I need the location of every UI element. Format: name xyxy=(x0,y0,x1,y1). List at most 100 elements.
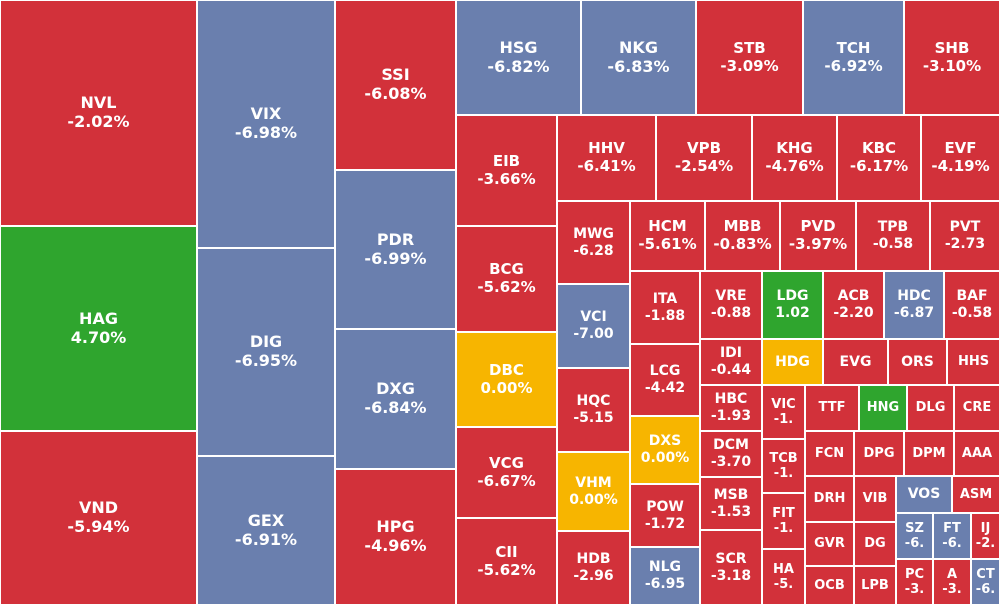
tile-cre[interactable]: CRE xyxy=(954,385,1000,431)
tile-ij[interactable]: IJ -2. xyxy=(971,513,1000,559)
tile-vix[interactable]: VIX -6.98% xyxy=(197,0,335,248)
tile-change: -6. xyxy=(904,536,925,551)
tile-dig[interactable]: DIG -6.95% xyxy=(197,248,335,456)
tile-ssi[interactable]: SSI -6.08% xyxy=(335,0,456,170)
tile-hdg[interactable]: HDG xyxy=(762,339,823,385)
tile-baf[interactable]: BAF -0.58 xyxy=(944,271,1000,339)
tile-pvd[interactable]: PVD -3.97% xyxy=(780,201,856,271)
tile-ita[interactable]: ITA -1.88 xyxy=(630,271,700,344)
tile-fcn[interactable]: FCN xyxy=(805,431,854,476)
tile-ft[interactable]: FT -6. xyxy=(933,513,971,559)
tile-symbol: DXS xyxy=(648,433,682,450)
tile-evf[interactable]: EVF -4.19% xyxy=(921,115,1000,201)
tile-nkg[interactable]: NKG -6.83% xyxy=(581,0,696,115)
tile-symbol: VOS xyxy=(907,486,941,503)
tile-lpb[interactable]: LPB xyxy=(854,566,896,605)
tile-hhs[interactable]: HHS xyxy=(947,339,1000,385)
tile-dlg[interactable]: DLG xyxy=(907,385,954,431)
tile-dbc[interactable]: DBC 0.00% xyxy=(456,332,557,427)
tile-asm[interactable]: ASM xyxy=(952,476,1000,513)
tile-pow[interactable]: POW -1.72 xyxy=(630,484,700,547)
tile-gvr[interactable]: GVR xyxy=(805,522,854,566)
tile-shb[interactable]: SHB -3.10% xyxy=(904,0,1000,115)
tile-pvt[interactable]: PVT -2.73 xyxy=(930,201,1000,271)
tile-sz[interactable]: SZ -6. xyxy=(896,513,933,559)
tile-pc[interactable]: PC -3. xyxy=(896,559,933,605)
tile-ha[interactable]: HA -5. xyxy=(762,549,805,605)
tile-symbol: ITA xyxy=(652,290,678,307)
tile-change: -6.28 xyxy=(573,242,614,259)
tile-stb[interactable]: STB -3.09% xyxy=(696,0,803,115)
tile-symbol: PVD xyxy=(800,217,836,236)
tile-dpm[interactable]: DPM xyxy=(904,431,954,476)
tile-drh[interactable]: DRH xyxy=(805,476,854,522)
tile-vnd[interactable]: VND -5.94% xyxy=(0,431,197,605)
tile-gex[interactable]: GEX -6.91% xyxy=(197,456,335,605)
tile-mbb[interactable]: MBB -0.83% xyxy=(705,201,780,271)
tile-pdr[interactable]: PDR -6.99% xyxy=(335,170,456,329)
tile-nlg[interactable]: NLG -6.95 xyxy=(630,547,700,605)
tile-msb[interactable]: MSB -1.53 xyxy=(700,477,762,530)
tile-bcg[interactable]: BCG -5.62% xyxy=(456,226,557,332)
tile-cii[interactable]: CII -5.62% xyxy=(456,518,557,605)
tile-evg[interactable]: EVG xyxy=(823,339,888,385)
tile-vhm[interactable]: VHM 0.00% xyxy=(557,452,630,531)
tile-tcb[interactable]: TCB -1. xyxy=(762,439,805,493)
tile-symbol: ASM xyxy=(959,486,993,502)
tile-change: 4.70% xyxy=(70,327,127,347)
tile-symbol: VIX xyxy=(250,104,282,124)
tile-vcg[interactable]: VCG -6.67% xyxy=(456,427,557,518)
tile-ocb[interactable]: OCB xyxy=(805,566,854,605)
tile-dcm[interactable]: DCM -3.70 xyxy=(700,431,762,477)
tile-change: -6.92% xyxy=(824,56,883,75)
tile-hhv[interactable]: HHV -6.41% xyxy=(557,115,656,201)
tile-symbol: EVF xyxy=(944,139,977,158)
tile-mwg[interactable]: MWG -6.28 xyxy=(557,201,630,284)
tile-hsg[interactable]: HSG -6.82% xyxy=(456,0,581,115)
tile-tpb[interactable]: TPB -0.58 xyxy=(856,201,930,271)
tile-hag[interactable]: HAG 4.70% xyxy=(0,226,197,431)
tile-change: -6. xyxy=(942,536,962,551)
tile-change: -3.10% xyxy=(922,56,982,75)
tile-change: -6.91% xyxy=(234,529,298,549)
tile-symbol: KBC xyxy=(861,139,897,158)
tile-acb[interactable]: ACB -2.20 xyxy=(823,271,884,339)
tile-nvl[interactable]: NVL -2.02% xyxy=(0,0,197,226)
tile-vci[interactable]: VCI -7.00 xyxy=(557,284,630,368)
tile-fit[interactable]: FIT -1. xyxy=(762,493,805,549)
tile-hdb[interactable]: HDB -2.96 xyxy=(557,531,630,605)
tile-ct[interactable]: CT -6. xyxy=(971,559,1000,605)
tile-dxs[interactable]: DXS 0.00% xyxy=(630,416,700,484)
tile-dxg[interactable]: DXG -6.84% xyxy=(335,329,456,469)
tile-tch[interactable]: TCH -6.92% xyxy=(803,0,904,115)
tile-vpb[interactable]: VPB -2.54% xyxy=(656,115,752,201)
tile-eib[interactable]: EIB -3.66% xyxy=(456,115,557,226)
tile-hpg[interactable]: HPG -4.96% xyxy=(335,469,456,605)
tile-symbol: STB xyxy=(733,38,766,57)
tile-change: -1. xyxy=(773,521,794,536)
tile-ldg[interactable]: LDG 1.02 xyxy=(762,271,823,339)
tile-a[interactable]: A -3. xyxy=(933,559,971,605)
tile-hcm[interactable]: HCM -5.61% xyxy=(630,201,705,271)
tile-scr[interactable]: SCR -3.18 xyxy=(700,530,762,605)
tile-vib[interactable]: VIB xyxy=(854,476,896,522)
tile-dg[interactable]: DG xyxy=(854,522,896,566)
tile-hqc[interactable]: HQC -5.15 xyxy=(557,368,630,452)
tile-idi[interactable]: IDI -0.44 xyxy=(700,339,762,385)
tile-vre[interactable]: VRE -0.88 xyxy=(700,271,762,339)
tile-aaa[interactable]: AAA xyxy=(954,431,1000,476)
tile-change: -2.02% xyxy=(67,112,130,131)
tile-hng[interactable]: HNG xyxy=(859,385,907,431)
tile-change: -6.95% xyxy=(234,351,298,370)
tile-ors[interactable]: ORS xyxy=(888,339,947,385)
tile-hdc[interactable]: HDC -6.87 xyxy=(884,271,944,339)
tile-kbc[interactable]: KBC -6.17% xyxy=(837,115,921,201)
tile-ttf[interactable]: TTF xyxy=(805,385,859,431)
tile-khg[interactable]: KHG -4.76% xyxy=(752,115,837,201)
tile-hbc[interactable]: HBC -1.93 xyxy=(700,385,762,431)
tile-dpg[interactable]: DPG xyxy=(854,431,904,476)
tile-vic[interactable]: VIC -1. xyxy=(762,385,805,439)
tile-lcg[interactable]: LCG -4.42 xyxy=(630,344,700,416)
tile-vos[interactable]: VOS xyxy=(896,476,952,513)
